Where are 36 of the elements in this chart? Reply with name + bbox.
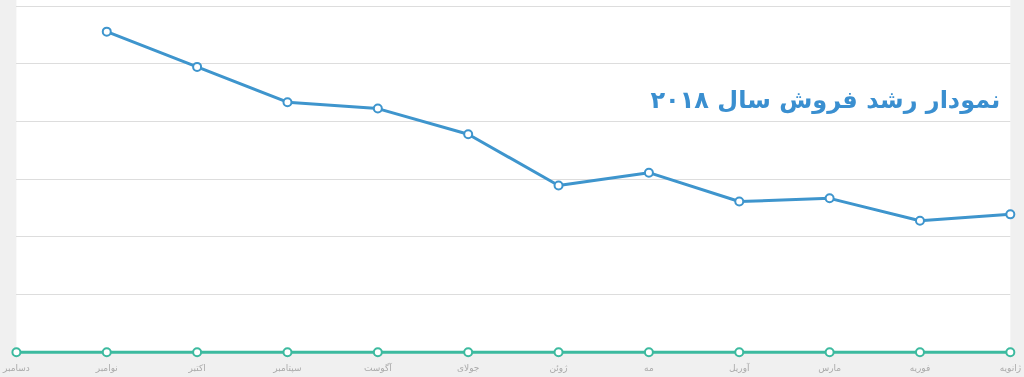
point bbox=[553, 347, 564, 358]
point bbox=[192, 61, 203, 72]
x-tick-label: مارس bbox=[818, 362, 842, 373]
x-tick-label: آگوست bbox=[363, 361, 393, 373]
point bbox=[192, 347, 203, 358]
point bbox=[372, 347, 383, 358]
point bbox=[1005, 209, 1016, 220]
point bbox=[11, 347, 22, 358]
point bbox=[643, 347, 654, 358]
x-tick-label: فوریه bbox=[909, 362, 931, 373]
x-tick-label: اکتبر bbox=[187, 362, 206, 373]
point bbox=[282, 97, 293, 108]
point bbox=[282, 347, 293, 358]
point bbox=[914, 347, 925, 358]
x-tick-label: نوامبر bbox=[94, 362, 118, 373]
x-tick-label: ژانویه bbox=[999, 362, 1022, 373]
x-tick-label: جولای bbox=[456, 362, 480, 373]
point bbox=[734, 347, 745, 358]
point bbox=[643, 167, 654, 178]
x-tick-label: ژوئن bbox=[549, 362, 568, 373]
x-tick-label: سپتامبر bbox=[272, 362, 302, 373]
text: نمودار رشد فروش سال ۲۰۱۸ bbox=[650, 86, 1001, 115]
x-tick-label: دسامبر bbox=[2, 362, 30, 373]
point bbox=[824, 347, 835, 358]
point bbox=[372, 103, 383, 114]
point bbox=[463, 347, 474, 358]
point bbox=[1005, 347, 1016, 358]
x-tick-label: مه bbox=[644, 362, 654, 373]
x-tick-label: آوریل bbox=[729, 361, 751, 373]
point bbox=[914, 215, 925, 226]
point bbox=[553, 180, 564, 191]
point bbox=[101, 347, 112, 358]
point bbox=[734, 196, 745, 207]
point bbox=[101, 26, 112, 37]
point bbox=[824, 193, 835, 204]
point bbox=[463, 129, 474, 140]
